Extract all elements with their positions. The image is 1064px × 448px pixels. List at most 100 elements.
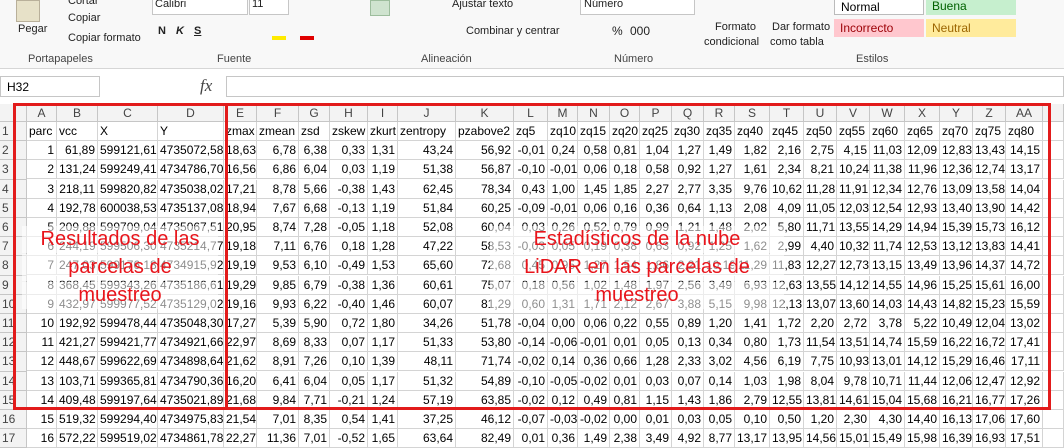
header-cell[interactable]: zsd xyxy=(299,122,330,141)
cell[interactable]: 14,41 xyxy=(1006,237,1043,257)
cell[interactable]: 0,92 xyxy=(672,160,704,180)
cell[interactable]: 7,11 xyxy=(257,237,299,257)
cell[interactable]: 1,39 xyxy=(368,352,398,372)
cell[interactable]: 12,74 xyxy=(973,160,1006,180)
cell[interactable]: 14,94 xyxy=(905,218,940,237)
cell[interactable]: 14,96 xyxy=(905,275,940,295)
column-header[interactable]: F xyxy=(257,104,299,122)
cell[interactable]: 16,20 xyxy=(224,371,257,391)
column-header[interactable]: D xyxy=(158,104,224,122)
header-cell[interactable]: zq50 xyxy=(804,122,837,141)
cell[interactable]: 0,89 xyxy=(672,314,704,333)
cell[interactable]: 15,29 xyxy=(940,352,973,372)
cell[interactable]: 17,51 xyxy=(1006,429,1043,448)
cell[interactable]: 63,64 xyxy=(398,429,456,448)
cell[interactable]: 4734790,36 xyxy=(158,371,224,391)
cell[interactable]: 4,09 xyxy=(770,198,804,218)
cell[interactable]: 2,16 xyxy=(770,141,804,161)
cell[interactable]: 599820,82 xyxy=(98,179,158,199)
cell[interactable]: 14,29 xyxy=(870,218,905,237)
cell[interactable]: 12,76 xyxy=(905,179,940,199)
cell[interactable]: 6,10 xyxy=(299,256,330,276)
cell[interactable]: 1,20 xyxy=(704,314,735,333)
cell[interactable]: 421,27 xyxy=(57,333,98,353)
cell[interactable]: 16,56 xyxy=(224,160,257,180)
cell[interactable]: -0,40 xyxy=(330,294,368,314)
cell[interactable]: 16 xyxy=(27,429,57,448)
cell[interactable]: 2,72 xyxy=(837,314,870,333)
cell[interactable]: 17,06 xyxy=(973,410,1006,429)
cell[interactable]: 19,19 xyxy=(224,256,257,276)
cell[interactable]: 1,85 xyxy=(610,179,640,199)
cell[interactable]: 1,27 xyxy=(704,160,735,180)
cell[interactable]: -0,52 xyxy=(330,429,368,448)
cell[interactable]: 2,27 xyxy=(640,179,672,199)
cell[interactable]: -0,06 xyxy=(548,333,578,353)
cell[interactable]: 0,24 xyxy=(548,141,578,161)
cell[interactable]: 6,86 xyxy=(257,160,299,180)
cell[interactable]: 14,12 xyxy=(837,275,870,295)
column-header[interactable]: S xyxy=(735,104,770,122)
cell[interactable]: 5,39 xyxy=(257,314,299,333)
cell[interactable]: 21,62 xyxy=(224,352,257,372)
style-good[interactable]: Buena xyxy=(926,0,1016,15)
cell[interactable]: 12,73 xyxy=(837,256,870,276)
cell[interactable]: 22,97 xyxy=(224,333,257,353)
cell[interactable]: 4,40 xyxy=(804,237,837,257)
cell[interactable]: 9,53 xyxy=(257,256,299,276)
cell[interactable]: 13,83 xyxy=(973,237,1006,257)
cell[interactable]: 600038,53 xyxy=(98,198,158,218)
cell[interactable]: 9,85 xyxy=(257,275,299,295)
cell[interactable]: 17,60 xyxy=(1006,410,1043,429)
cell[interactable]: 0,10 xyxy=(735,410,770,429)
column-header[interactable]: T xyxy=(770,104,804,122)
cell[interactable]: 8,77 xyxy=(704,429,735,448)
cell[interactable]: 0,01 xyxy=(640,410,672,429)
column-header[interactable]: K xyxy=(456,104,514,122)
cell[interactable]: 13,12 xyxy=(940,237,973,257)
cell[interactable]: 4734898,64 xyxy=(158,352,224,372)
cell[interactable]: 13,55 xyxy=(837,218,870,237)
format-painter-button[interactable]: Copiar formato xyxy=(68,32,141,44)
formula-input[interactable] xyxy=(226,76,1064,97)
cell[interactable]: 0,01 xyxy=(514,429,548,448)
cell[interactable]: 48,11 xyxy=(398,352,456,372)
cell[interactable]: 1,72 xyxy=(770,314,804,333)
cell[interactable]: 4734786,70 xyxy=(158,160,224,180)
cell[interactable]: 15,98 xyxy=(905,429,940,448)
cell[interactable]: 4,30 xyxy=(870,410,905,429)
name-box[interactable]: H32 xyxy=(0,76,100,97)
cell[interactable]: 13,40 xyxy=(940,198,973,218)
cell[interactable]: 16,22 xyxy=(940,333,973,353)
column-header[interactable]: M xyxy=(548,104,578,122)
cell[interactable]: 4,56 xyxy=(735,352,770,372)
cell[interactable]: 56,92 xyxy=(456,141,514,161)
cell[interactable]: -0,02 xyxy=(578,410,610,429)
cell[interactable]: -0,01 xyxy=(548,160,578,180)
cell[interactable]: 3,02 xyxy=(704,352,735,372)
cell[interactable]: 12,93 xyxy=(905,198,940,218)
format-table-button[interactable]: Dar formato xyxy=(772,21,831,33)
cell[interactable]: 53,80 xyxy=(456,333,514,353)
align-button[interactable] xyxy=(370,0,390,16)
header-cell[interactable]: zq20 xyxy=(610,122,640,141)
cell[interactable]: 13,51 xyxy=(837,333,870,353)
cell[interactable]: 0,03 xyxy=(330,160,368,180)
cell[interactable]: 15 xyxy=(27,410,57,429)
cell[interactable]: 0,16 xyxy=(610,198,640,218)
cell[interactable]: 10,71 xyxy=(870,371,905,391)
cell[interactable]: 0,64 xyxy=(672,198,704,218)
paste-button[interactable]: Pegar xyxy=(18,23,48,35)
cell[interactable]: 0,80 xyxy=(735,333,770,353)
column-header[interactable]: Q xyxy=(672,104,704,122)
cell[interactable]: 5,22 xyxy=(905,314,940,333)
column-header[interactable]: V xyxy=(837,104,870,122)
header-cell[interactable]: vcc xyxy=(57,122,98,141)
column-header[interactable]: B xyxy=(57,104,98,122)
cell[interactable]: 16,12 xyxy=(1006,218,1043,237)
cell[interactable]: -0,13 xyxy=(330,198,368,218)
cell[interactable]: 4735048,30 xyxy=(158,314,224,333)
conditional-format-button[interactable]: Formato xyxy=(715,21,756,33)
cell[interactable]: -0,01 xyxy=(548,198,578,218)
cell[interactable]: 12,27 xyxy=(804,256,837,276)
